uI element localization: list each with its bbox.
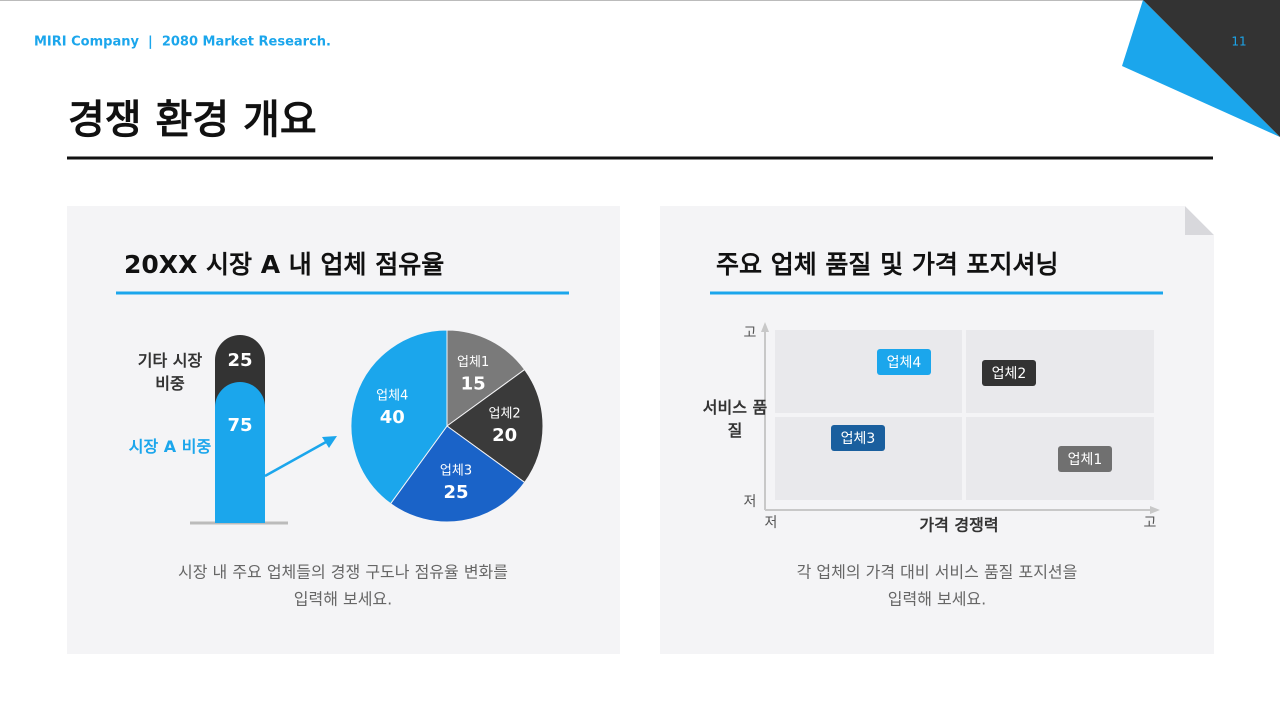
arrowhead [322, 436, 337, 448]
pie-slice [446, 368, 544, 484]
axis-high: 고 [1144, 515, 1157, 531]
quadrant [775, 330, 962, 413]
value-label: 25 [227, 350, 252, 371]
arrowhead [1150, 506, 1160, 514]
slice-name: 업체3 [440, 463, 472, 478]
slice-value: 25 [443, 482, 468, 503]
arrow [264, 440, 327, 478]
slice-name: 업체2 [488, 407, 520, 422]
company-tag [1058, 446, 1112, 472]
corner-dark [1143, 0, 1280, 137]
company: MIRI Company | 2080 Market Research. [34, 35, 331, 50]
axis-low: 저 [765, 515, 778, 531]
arrowhead [761, 322, 769, 332]
page-number: 11 [1231, 35, 1246, 49]
axis-high: 고 [744, 325, 757, 341]
slice-value: 20 [492, 425, 517, 446]
company-tag-label: 업체1 [1068, 452, 1103, 468]
axis-low: 저 [744, 494, 757, 510]
panel-title: 주요 업체 품질 및 가격 포지셔닝 [716, 250, 1059, 279]
panel-title: 20XX 시장 A 내 업체 점유율 [124, 250, 444, 279]
company-tag-label: 업체3 [841, 431, 876, 447]
slice-name: 업체1 [457, 355, 489, 370]
company-tag [877, 349, 931, 375]
fold-cut [1185, 206, 1214, 235]
corner-blue [1122, 0, 1280, 137]
caption: 입력해 보세요. [294, 590, 393, 609]
slide-title: 경쟁 환경 개요 [68, 97, 317, 143]
company-tag-label: 업체4 [887, 355, 922, 371]
slice-value: 15 [461, 374, 486, 395]
slice-value: 40 [380, 407, 405, 428]
company-tag [831, 425, 885, 451]
company-tag [982, 360, 1036, 386]
caption: 입력해 보세요. [888, 590, 987, 609]
pie-slice [446, 329, 526, 427]
y-label: 서비스 품질 [702, 398, 768, 440]
x-label: 가격 경쟁력 [919, 516, 998, 535]
caption: 각 업체의 가격 대비 서비스 품질 포지션을 [797, 563, 1078, 582]
value-label: 75 [227, 415, 252, 436]
caption: 시장 내 주요 업체들의 경쟁 구도나 점유율 변화를 [178, 563, 508, 582]
bar-segment [215, 382, 265, 523]
series-name: 시장 A 비중 [128, 437, 212, 456]
pie-slice [389, 425, 526, 523]
pie-slice [350, 329, 448, 505]
series-name: 기타 시장 비중 [137, 351, 203, 393]
slice-name: 업체4 [376, 389, 408, 404]
company-tag-label: 업체2 [992, 366, 1027, 382]
